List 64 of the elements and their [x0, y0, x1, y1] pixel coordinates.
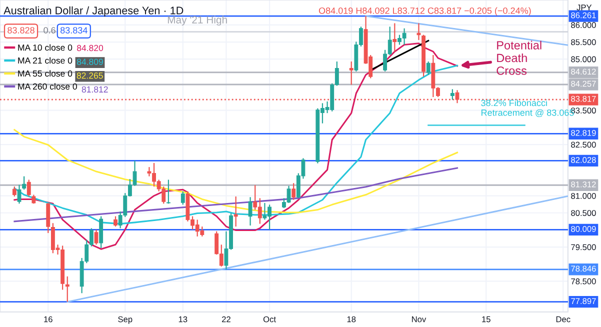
candlestick [26, 179, 31, 198]
candlestick [166, 179, 170, 204]
annotation: 82.265 [76, 72, 103, 79]
annotation: Potential Death Cross [496, 40, 542, 75]
annotation: 84.809 [77, 58, 103, 65]
annotation: 0.6 [44, 27, 56, 34]
ref-line-label: 83.817 [571, 96, 596, 102]
y-tick-label: 81.000 [571, 192, 596, 199]
annotation: May '21 High [168, 16, 227, 26]
ref-line-label: 78.846 [571, 266, 596, 272]
ref-line-label: 80.009 [571, 226, 596, 232]
candlestick [17, 184, 22, 204]
y-tick-label: 78.500 [571, 278, 596, 284]
x-tick-label: 13 [178, 316, 188, 322]
annotation: 81.812 [82, 86, 108, 93]
ref-line-label: 77.897 [571, 298, 596, 304]
line-series [14, 167, 458, 222]
text: O84.019 H84.092 L83.712 C83.817 −0.205 (−0.24%) [318, 7, 531, 16]
y-tick-label: 82.500 [571, 142, 596, 148]
ref-line-label: 82.028 [571, 156, 596, 163]
annotation: 83.834 [60, 27, 88, 34]
x-tick-label: Nov [412, 316, 426, 322]
y-axis-title: JPY [576, 4, 592, 10]
candlestick [46, 202, 50, 234]
line-series [14, 42, 458, 250]
y-tick-label: 86.000 [571, 22, 596, 28]
legend-label: MA 10 close 0 [18, 44, 72, 51]
candlestick [180, 190, 185, 206]
candlestick [426, 60, 430, 76]
x-tick-label: Dec [556, 316, 570, 322]
x-tick-label: 22 [222, 316, 230, 322]
candlestick [450, 88, 454, 100]
candlestick [65, 276, 70, 302]
legend-label: MA 260 close 0 [18, 83, 77, 90]
candlestick [248, 196, 252, 226]
x-tick-label: 18 [347, 316, 356, 322]
candlestick [99, 216, 104, 249]
y-tick-label: 79.500 [571, 244, 596, 250]
candlestick [416, 22, 421, 41]
candlestick [12, 186, 16, 198]
x-tick-label: Oct [263, 316, 276, 322]
ref-line-label: 86.261 [571, 12, 596, 18]
x-tick-label: 16 [44, 316, 52, 322]
y-tick-label: 85.000 [571, 56, 596, 62]
y-tick-label: 85.500 [571, 39, 596, 46]
x-tick-label: Sep [118, 316, 132, 324]
candlestick [349, 60, 354, 86]
ref-line-label: 82.819 [571, 130, 596, 136]
candlestick [94, 229, 98, 246]
text: Australian Dollar / Japanese Yen · 1D [4, 6, 184, 16]
y-tick-label: 80.500 [571, 210, 596, 216]
annotation: 83.828 [8, 27, 34, 34]
candlestick [22, 176, 26, 190]
ref-line-label: 81.312 [571, 181, 596, 188]
candlestick [392, 22, 397, 52]
legend-label: MA 55 close 0 [18, 70, 72, 77]
x-tick-label: 15 [482, 316, 490, 322]
candlestick [234, 196, 238, 228]
candlestick [292, 182, 296, 200]
ref-line-label: 84.257 [571, 80, 596, 87]
ref-line-label: 84.612 [571, 68, 596, 75]
candlestick [114, 216, 118, 228]
annotation: 84.820 [77, 44, 104, 52]
legend-label: MA 21 close 0 [18, 57, 72, 64]
